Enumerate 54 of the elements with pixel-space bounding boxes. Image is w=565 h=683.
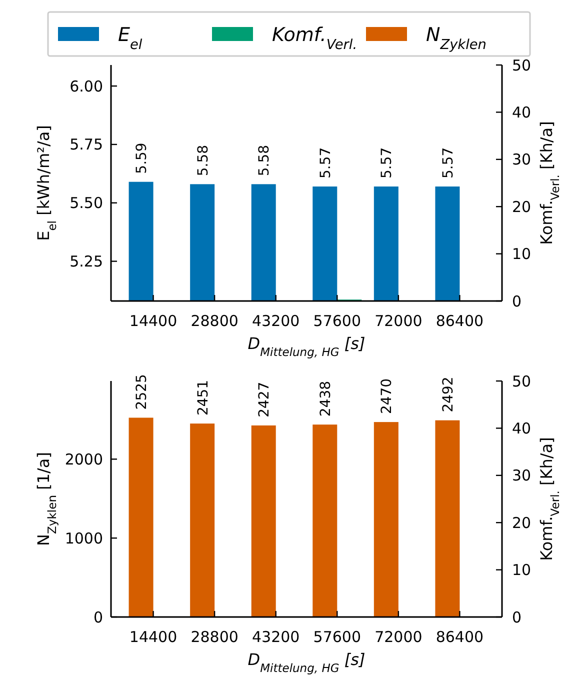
data-label: 2470 — [379, 378, 396, 414]
x-tick-label: 57600 — [313, 312, 361, 330]
text: 5.25 — [70, 252, 103, 271]
data-label: 5.58 — [256, 144, 273, 176]
data-label: 2438 — [318, 380, 334, 417]
y2-tick-label: 40 — [512, 103, 532, 122]
bar — [190, 424, 215, 617]
legend-label: E$_{el}$ — [118, 24, 142, 53]
data-label: 2451 — [195, 380, 212, 416]
x-tick-label: 72000 — [374, 628, 422, 646]
text: 5.50 — [70, 194, 103, 212]
y-tick-label: 0 — [93, 608, 103, 626]
text: 6.00 — [70, 77, 103, 96]
bar — [374, 422, 398, 617]
y2-tick-label: 20 — [512, 198, 532, 216]
bar — [128, 418, 154, 617]
x-tick-label: 57600 — [313, 628, 361, 646]
bar — [251, 425, 276, 617]
y2-tick-label: 50 — [512, 56, 532, 74]
x-tick-label: 86400 — [436, 628, 484, 646]
data-label: 2427 — [256, 382, 273, 418]
text: 5.75 — [70, 136, 103, 154]
bar — [312, 424, 338, 617]
y-tick-label: 1000 — [64, 529, 103, 548]
y2-tick-label: 50 — [512, 372, 532, 390]
bar — [435, 420, 460, 617]
x-tick-label: 14400 — [129, 628, 178, 646]
x-tick-label: 28800 — [190, 628, 238, 646]
x-axis-title: D$_{Mittelung, HG}$ [s] — [248, 650, 366, 675]
x-tick-label: 28800 — [190, 312, 238, 330]
x-axis-title: D$_{Mittelung, HG}$ [s] — [248, 334, 366, 359]
legend-label: N$_{Zyklen}$ — [426, 24, 486, 53]
y2-tick-label: 20 — [512, 514, 532, 532]
y2-tick-label: 40 — [512, 419, 532, 438]
data-label: 5.57 — [379, 147, 396, 179]
y2-tick-label: 10 — [512, 245, 532, 264]
y-tick-label: 2000 — [64, 450, 103, 468]
data-label: 2492 — [440, 376, 456, 412]
x-tick-label: 43200 — [252, 628, 300, 646]
data-label: 5.58 — [195, 144, 212, 176]
data-label: 5.57 — [318, 147, 334, 179]
x-tick-label: 43200 — [252, 312, 300, 330]
data-label: 5.57 — [440, 147, 456, 179]
y2-tick-label: 30 — [512, 150, 532, 169]
y2-tick-label: 10 — [512, 561, 532, 580]
y2-tick-label: 0 — [512, 608, 522, 626]
x-tick-label: 86400 — [436, 312, 484, 330]
data-label: 5.59 — [134, 142, 150, 174]
data-label: 2525 — [134, 374, 150, 410]
x-tick-label: 72000 — [374, 312, 422, 330]
x-tick-label: 14400 — [129, 312, 178, 330]
y2-tick-label: 0 — [512, 292, 522, 310]
legend-label: Komf.$_{Verl.}$ — [272, 24, 358, 53]
y2-tick-label: 30 — [512, 466, 532, 485]
